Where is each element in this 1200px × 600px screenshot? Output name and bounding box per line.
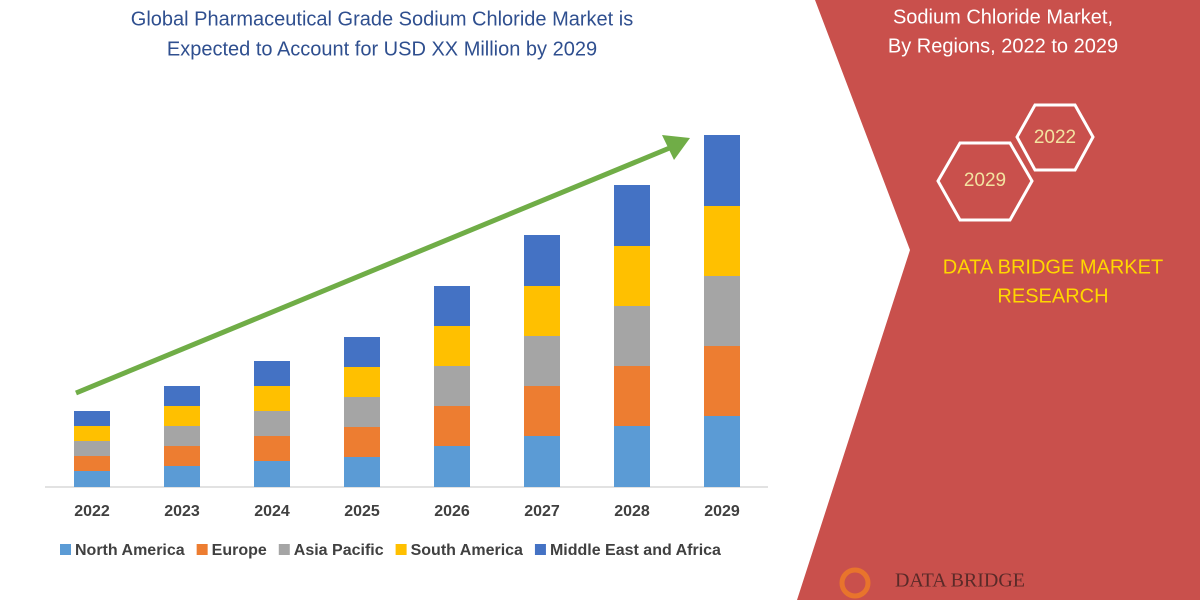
bar-segment — [704, 346, 740, 416]
bar-segment — [434, 286, 470, 326]
bar-segment — [74, 411, 110, 426]
bar-segment — [164, 386, 200, 406]
bar-segment — [524, 386, 560, 436]
bar-segment — [74, 471, 110, 487]
bar-segment — [344, 367, 380, 397]
brand-text: RESEARCH — [997, 285, 1108, 307]
bar-segment — [164, 406, 200, 426]
trend-arrow — [75, 144, 673, 396]
x-tick-label: 2022 — [74, 503, 110, 520]
bar-segment — [704, 206, 740, 276]
bar-segment — [704, 135, 740, 206]
hexagon — [936, 141, 1034, 222]
chart-title: Global Pharmaceutical Grade Sodium Chlor… — [131, 8, 633, 30]
x-tick-label: 2028 — [614, 503, 650, 520]
bar-segment — [164, 466, 200, 487]
bar-segment — [614, 366, 650, 426]
bar-segment — [614, 306, 650, 366]
bar-segment — [344, 397, 380, 427]
legend-swatch — [60, 544, 71, 555]
bar-segment — [254, 436, 290, 461]
legend-swatch — [278, 544, 290, 555]
bar-segment — [704, 416, 740, 487]
bar-segment — [254, 386, 290, 411]
hexagon — [1015, 103, 1095, 172]
bar-segment — [74, 456, 110, 471]
x-tick-label: 2023 — [164, 503, 200, 520]
bar-segment — [344, 427, 380, 457]
bar-segment — [164, 446, 200, 466]
bar-segment — [704, 276, 740, 346]
legend-label: North America — [75, 542, 185, 559]
bar-segment — [614, 185, 650, 246]
bar-segment — [254, 411, 290, 436]
x-tick-label: 2024 — [254, 503, 290, 520]
bar-segment — [524, 286, 560, 336]
legend-label: Middle East and Africa — [550, 542, 721, 559]
legend-swatch — [196, 544, 208, 555]
brand-text: DATA BRIDGE MARKET — [943, 256, 1163, 278]
panel-title: By Regions, 2022 to 2029 — [888, 35, 1118, 57]
bar-segment — [434, 326, 470, 366]
x-tick-label: 2026 — [434, 503, 470, 520]
trend-arrow-head — [662, 135, 690, 160]
bar-segment — [524, 436, 560, 487]
bar-segment — [254, 361, 290, 386]
side-panel-background — [797, 0, 1200, 600]
panel-title: Sodium Chloride Market, — [893, 6, 1113, 28]
bar-segment — [74, 441, 110, 456]
bar-segment — [254, 461, 290, 487]
legend-label: South America — [411, 542, 523, 559]
hexagon-label: 2029 — [964, 170, 1006, 191]
x-tick-label: 2029 — [704, 503, 740, 520]
legend-swatch — [534, 544, 546, 555]
bar-segment — [524, 336, 560, 386]
logo-icon — [839, 567, 871, 599]
bar-segment — [434, 446, 470, 487]
bar-segment — [434, 406, 470, 446]
legend-label: Asia Pacific — [294, 542, 384, 559]
logo-text: DATA BRIDGE — [895, 570, 1025, 592]
chart-title: Expected to Account for USD XX Million b… — [167, 38, 597, 60]
bar-segment — [614, 246, 650, 306]
x-tick-label: 2027 — [524, 503, 560, 520]
bar-segment — [344, 457, 380, 487]
legend-label: Europe — [212, 542, 267, 559]
hexagon-label: 2022 — [1034, 127, 1076, 148]
legend-swatch — [395, 544, 407, 555]
bar-segment — [524, 235, 560, 286]
bar-segment — [164, 426, 200, 446]
bar-segment — [434, 366, 470, 406]
bar-segment — [74, 426, 110, 441]
bar-segment — [614, 426, 650, 487]
x-tick-label: 2025 — [344, 503, 380, 520]
bar-segment — [344, 337, 380, 367]
